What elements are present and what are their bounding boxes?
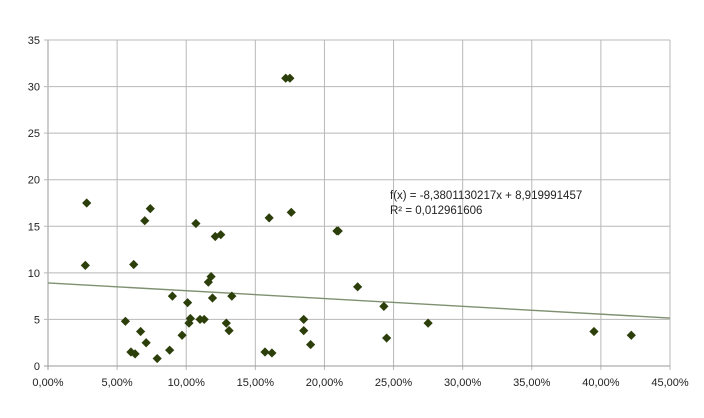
trendline-r-squared: R² = 0,012961606 (390, 205, 482, 217)
data-point (299, 326, 309, 336)
x-tick-label: 40,00% (582, 377, 620, 389)
gridlines (44, 39, 671, 370)
x-tick-label: 30,00% (444, 377, 482, 389)
trendline-equation: f(x) = -8,3801130217x + 8,919991457 (390, 190, 582, 202)
data-point (145, 203, 155, 214)
data-point (260, 347, 270, 357)
data-point (299, 314, 309, 325)
data-point (120, 316, 131, 326)
data-point (267, 348, 277, 358)
data-point (152, 353, 162, 364)
data-point (216, 230, 226, 240)
data-point (423, 318, 433, 328)
data-point (199, 314, 209, 325)
data-point (207, 293, 218, 303)
y-tick-label: 35 (28, 35, 40, 47)
x-tick-label: 15,00% (237, 377, 275, 389)
data-point (206, 271, 216, 282)
y-tick-label: 15 (28, 221, 40, 233)
data-point (285, 73, 295, 83)
tick-labels: 0,00% 5,00% 10,00% 15,00% 20,00% 25,00% 30,00%… (28, 35, 689, 389)
data-point (221, 318, 231, 328)
data-point (177, 330, 187, 340)
y-tick-label: 25 (28, 128, 40, 140)
data-point (626, 330, 636, 340)
data-point (183, 298, 193, 308)
data-point (130, 349, 140, 359)
data-point (80, 260, 90, 271)
data-point (165, 345, 175, 355)
data-point (306, 339, 316, 350)
data-point (379, 301, 389, 311)
data-point (141, 338, 151, 348)
data-point (136, 326, 146, 337)
y-tick-label: 20 (28, 175, 40, 187)
trendline (47, 282, 671, 319)
x-tick-label: 25,00% (375, 377, 413, 389)
data-point (140, 216, 150, 226)
x-tick-label: 10,00% (168, 377, 206, 389)
x-tick-label: 20,00% (306, 377, 344, 389)
data-point (191, 218, 201, 229)
data-point (589, 326, 599, 337)
y-tick-label: 10 (28, 268, 40, 280)
data-point (264, 213, 274, 223)
data-points (80, 73, 636, 364)
data-point (129, 259, 139, 270)
x-tick-label: 5,00% (102, 377, 133, 389)
data-point (333, 226, 343, 236)
data-point (167, 291, 177, 301)
data-point (353, 282, 363, 292)
x-tick-label: 45,00% (651, 377, 689, 389)
x-tick-label: 35,00% (513, 377, 551, 389)
y-tick-label: 5 (34, 314, 40, 326)
x-tick-label: 0,00% (32, 377, 63, 389)
trendline-layer (47, 282, 671, 319)
data-point (227, 291, 237, 301)
data-point (184, 318, 194, 328)
data-point (382, 333, 392, 343)
data-point (82, 198, 92, 208)
y-tick-label: 30 (28, 82, 40, 94)
y-tick-label: 0 (34, 361, 40, 373)
data-point (224, 326, 234, 336)
data-point (185, 313, 195, 324)
data-point (286, 207, 296, 217)
